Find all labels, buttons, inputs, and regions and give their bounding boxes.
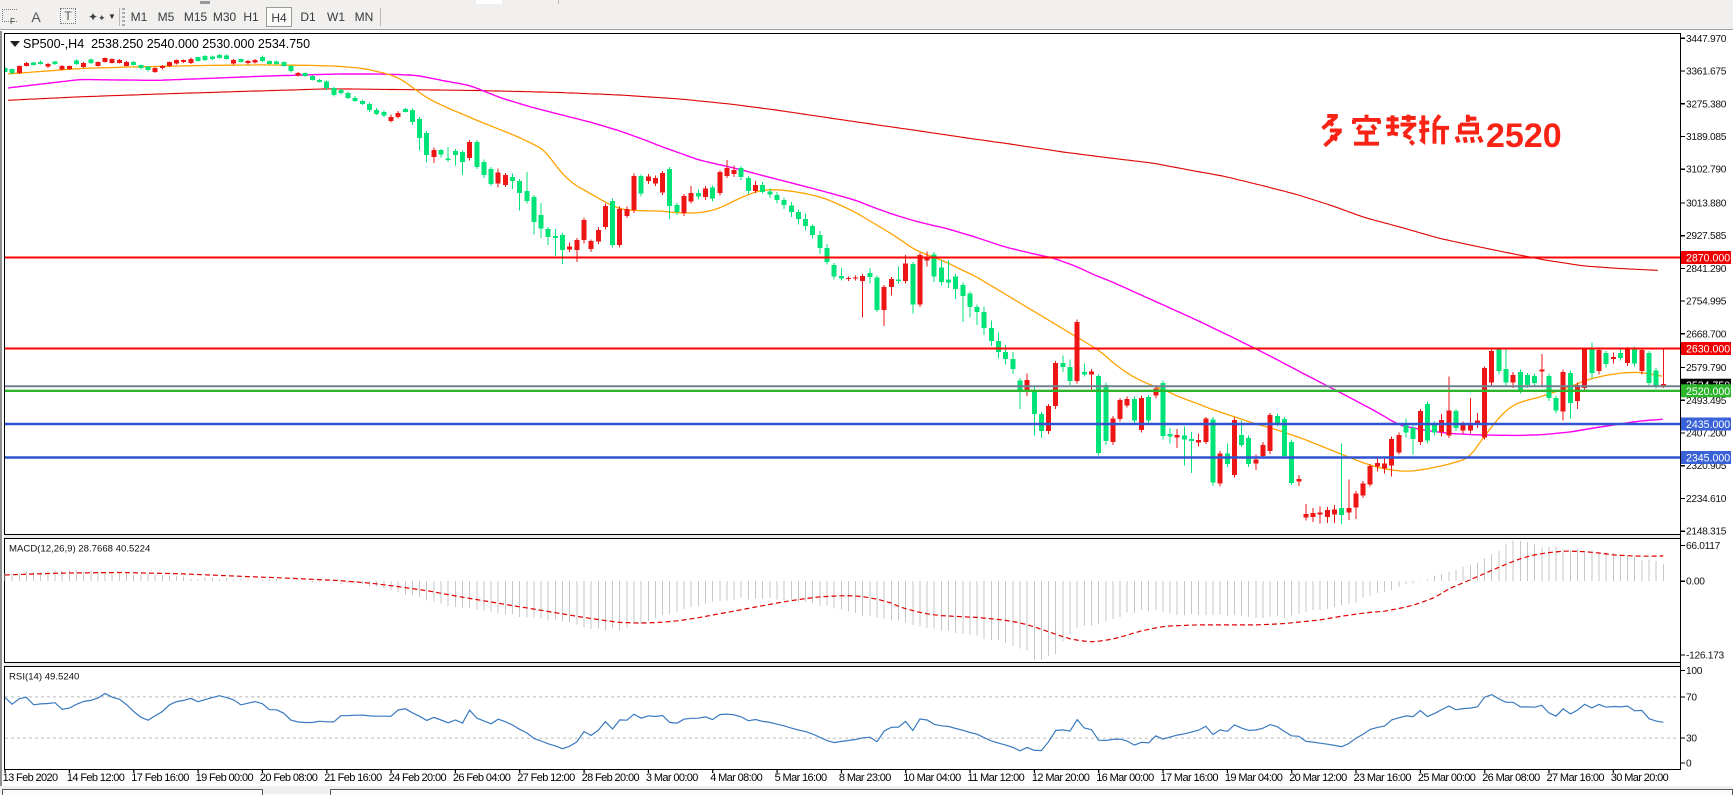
svg-text:5 Mar 16:00: 5 Mar 16:00	[775, 772, 827, 784]
svg-text:8 Mar 23:00: 8 Mar 23:00	[839, 772, 891, 784]
svg-text:3189.085: 3189.085	[1686, 132, 1727, 143]
svg-text:28 Feb 20:00: 28 Feb 20:00	[582, 772, 640, 784]
svg-text:2579.790: 2579.790	[1686, 363, 1727, 374]
svg-text:11 Mar 12:00: 11 Mar 12:00	[968, 772, 1025, 784]
svg-text:20 Mar 12:00: 20 Mar 12:00	[1289, 772, 1347, 784]
svg-text:2927.585: 2927.585	[1686, 231, 1727, 242]
svg-text:100: 100	[1686, 666, 1703, 677]
svg-text:2493.495: 2493.495	[1686, 396, 1727, 407]
svg-text:14 Feb 12:00: 14 Feb 12:00	[67, 772, 125, 784]
svg-text:16 Mar 00:00: 16 Mar 00:00	[1096, 772, 1154, 784]
svg-text:2435.000: 2435.000	[1686, 419, 1730, 431]
svg-text:RSI(14) 49.5240: RSI(14) 49.5240	[9, 672, 79, 683]
svg-text:17 Mar 16:00: 17 Mar 16:00	[1161, 772, 1219, 784]
svg-text:2754.995: 2754.995	[1686, 297, 1727, 308]
svg-text:-126.173: -126.173	[1686, 651, 1724, 662]
svg-text:0.00: 0.00	[1686, 577, 1705, 588]
svg-text:2870.000: 2870.000	[1686, 253, 1730, 265]
svg-text:3013.880: 3013.880	[1686, 198, 1727, 209]
svg-text:12 Mar 20:00: 12 Mar 20:00	[1032, 772, 1090, 784]
svg-text:17 Feb 16:00: 17 Feb 16:00	[131, 772, 189, 784]
svg-text:30 Mar 20:00: 30 Mar 20:00	[1611, 772, 1669, 784]
svg-text:3275.380: 3275.380	[1686, 99, 1727, 110]
svg-text:3 Mar 00:00: 3 Mar 00:00	[646, 772, 698, 784]
svg-text:25 Mar 00:00: 25 Mar 00:00	[1418, 772, 1476, 784]
svg-text:10 Mar 04:00: 10 Mar 04:00	[903, 772, 961, 784]
svg-text:2320.905: 2320.905	[1686, 461, 1727, 472]
svg-text:SP500-,H4 2538.250 2540.000 2: SP500-,H4 2538.250 2540.000 2530.000 253…	[23, 37, 310, 51]
svg-text:13 Feb 2020: 13 Feb 2020	[3, 772, 58, 784]
svg-text:26 Feb 04:00: 26 Feb 04:00	[453, 772, 511, 784]
svg-text:2841.290: 2841.290	[1686, 264, 1727, 275]
svg-text:24 Feb 20:00: 24 Feb 20:00	[389, 772, 447, 784]
svg-text:0: 0	[1686, 759, 1692, 770]
svg-text:26 Mar 08:00: 26 Mar 08:00	[1482, 772, 1540, 784]
svg-text:66.0117: 66.0117	[1686, 541, 1721, 552]
svg-text:19 Mar 04:00: 19 Mar 04:00	[1225, 772, 1283, 784]
svg-text:2630.000: 2630.000	[1686, 344, 1730, 356]
svg-text:20 Feb 08:00: 20 Feb 08:00	[260, 772, 318, 784]
svg-text:27 Mar 16:00: 27 Mar 16:00	[1547, 772, 1605, 784]
svg-text:4 Mar 08:00: 4 Mar 08:00	[710, 772, 762, 784]
svg-text:3447.970: 3447.970	[1686, 34, 1727, 45]
svg-text:23 Mar 16:00: 23 Mar 16:00	[1354, 772, 1412, 784]
svg-text:MACD(12,26,9) 28.7668 40.5224: MACD(12,26,9) 28.7668 40.5224	[9, 544, 151, 555]
svg-text:2407.200: 2407.200	[1686, 429, 1727, 440]
svg-text:3361.675: 3361.675	[1686, 67, 1727, 78]
svg-text:30: 30	[1686, 734, 1697, 745]
svg-text:2148.315: 2148.315	[1686, 527, 1727, 538]
svg-text:2668.700: 2668.700	[1686, 329, 1727, 340]
svg-text:21 Feb 16:00: 21 Feb 16:00	[324, 772, 382, 784]
svg-text:2234.610: 2234.610	[1686, 494, 1727, 505]
svg-text:2345.000: 2345.000	[1686, 453, 1730, 465]
svg-text:3102.790: 3102.790	[1686, 165, 1727, 176]
svg-text:70: 70	[1686, 692, 1697, 703]
svg-text:2520: 2520	[1486, 117, 1562, 155]
svg-text:19 Feb 00:00: 19 Feb 00:00	[196, 772, 254, 784]
svg-text:2520.000: 2520.000	[1686, 386, 1730, 398]
svg-text:27 Feb 12:00: 27 Feb 12:00	[517, 772, 575, 784]
